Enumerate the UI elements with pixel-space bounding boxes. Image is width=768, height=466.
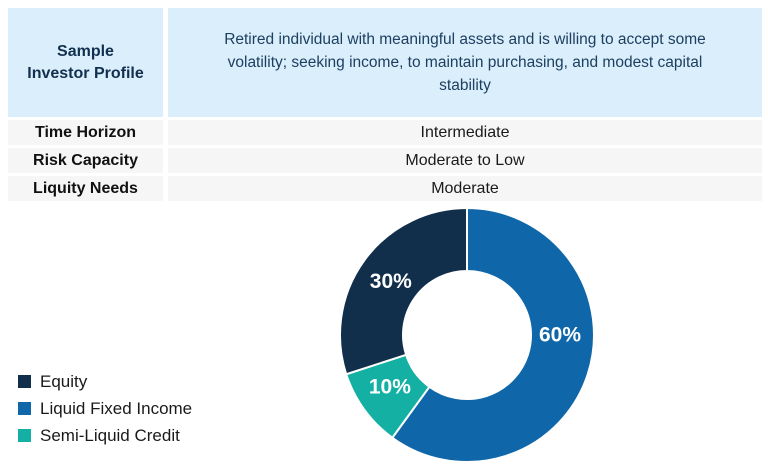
equity-swatch-icon (18, 375, 31, 388)
investor-profile-description-cell: Retired individual with meaningful asset… (168, 8, 762, 117)
donut-slice-liquid-fixed-income (390, 206, 595, 463)
legend-label: Equity (40, 371, 88, 391)
legend-item-semi-liquid-credit: Semi-Liquid Credit (18, 422, 192, 449)
risk-capacity-label: Risk Capacity (8, 148, 163, 173)
risk-capacity-value: Moderate to Low (168, 148, 762, 173)
time-horizon-value: Intermediate (168, 120, 762, 145)
investor-profile-description: Retired individual with meaningful asset… (224, 30, 706, 95)
table-row: Liquity Needs Moderate (0, 176, 768, 201)
legend-label: Liquid Fixed Income (40, 398, 193, 418)
table-row: Risk Capacity Moderate to Low (0, 148, 768, 173)
chart-legend: Equity Liquid Fixed Income Semi-Liquid C… (18, 368, 192, 449)
legend-label: Semi-Liquid Credit (40, 425, 180, 445)
legend-item-equity: Equity (18, 368, 192, 395)
liquid-fixed-income-swatch-icon (18, 402, 31, 415)
donut-slice-equity (339, 206, 468, 376)
liquidity-needs-label: Liquity Needs (8, 176, 163, 201)
liquidity-needs-value: Moderate (168, 176, 762, 201)
slice-percentage-label: 10% (369, 376, 411, 399)
donut-svg: 60% 10% 30% (339, 206, 595, 463)
slice-percentage-label: 60% (539, 324, 581, 347)
semi-liquid-credit-swatch-icon (18, 429, 31, 442)
legend-item-liquid-fixed-income: Liquid Fixed Income (18, 395, 192, 422)
slice-percentage-label: 30% (370, 270, 412, 293)
investor-profile-header-cell: Sample Investor Profile (8, 8, 163, 117)
allocation-donut-chart: 60% 10% 30% (332, 197, 604, 466)
time-horizon-label: Time Horizon (8, 120, 163, 145)
table-row: Time Horizon Intermediate (0, 120, 768, 145)
investor-profile-title: Sample Investor Profile (27, 42, 144, 82)
